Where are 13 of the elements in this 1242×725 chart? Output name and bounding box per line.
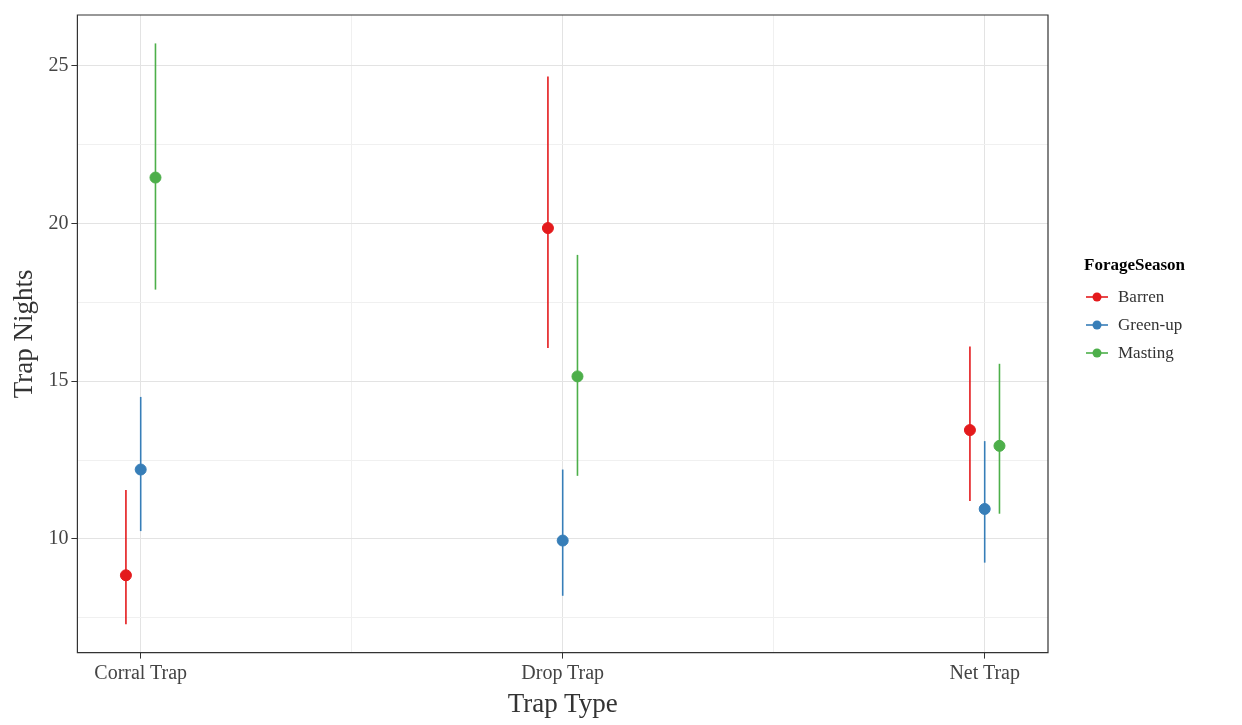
x-tick-label: Corral Trap <box>94 660 188 684</box>
y-tick-label: 25 <box>48 52 69 75</box>
y-tick-label: 20 <box>48 210 69 233</box>
y-axis-title: Trap Nights <box>8 269 39 399</box>
y-tick-label: 10 <box>48 526 69 549</box>
legend-title: ForageSeason <box>1084 255 1186 275</box>
x-axis-title: Trap Type <box>507 687 618 718</box>
x-tick-label: Drop Trap <box>521 660 605 684</box>
x-tick-label: Net Trap <box>949 660 1020 684</box>
y-tick-label: 15 <box>48 368 69 391</box>
legend-label: Masting <box>1118 343 1174 363</box>
legend-label: Barren <box>1118 287 1165 307</box>
legend-label: Green-up <box>1118 315 1183 335</box>
